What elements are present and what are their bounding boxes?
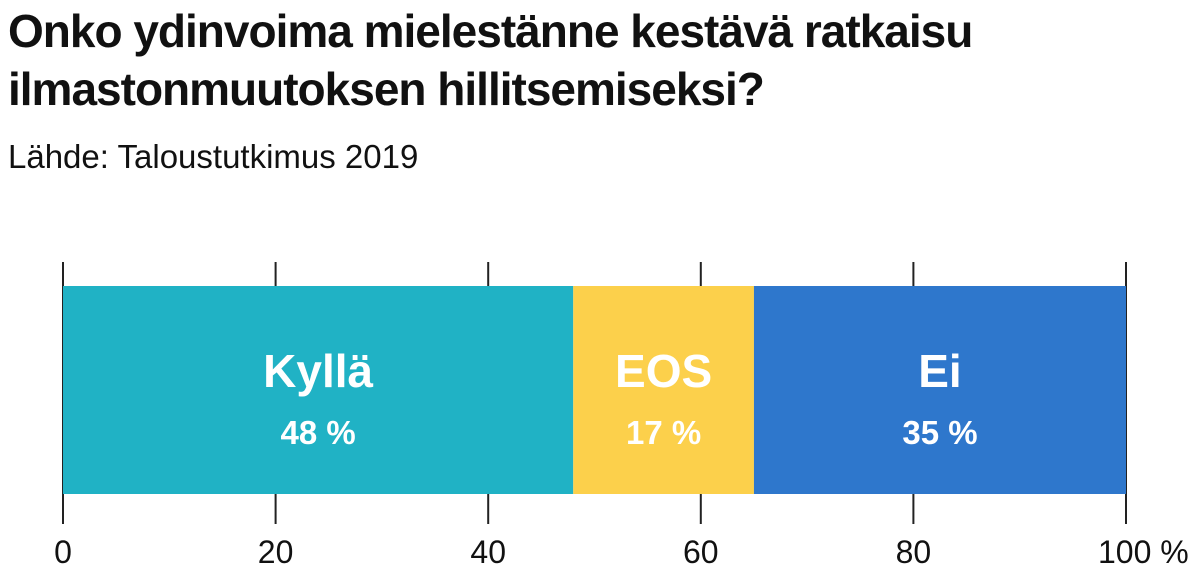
tick-label-1: 20 [258,534,294,570]
chart-subtitle: Lähde: Taloustutkimus 2019 [8,138,419,175]
segment-category-label-0: Kyllä [263,345,373,397]
chart-title-line-1: Onko ydinvoima mielestänne kestävä ratka… [8,5,973,57]
segment-category-label-1: EOS [615,345,712,397]
tick-label-4: 80 [896,534,932,570]
x-axis-tick-labels: 0 20 40 60 80 100 % [54,534,1189,570]
tick-label-0: 0 [54,534,72,570]
tick-label-3: 60 [683,534,719,570]
segment-category-label-2: Ei [918,345,961,397]
segment-value-label-0: 48 % [281,414,356,451]
bar-segment-2 [753,286,1126,494]
bar-segments: Kyllä 48 % EOS 17 % Ei 35 % [63,286,1126,494]
chart-title-line-2: ilmastonmuutoksen hillitsemiseksi? [8,63,765,115]
segment-value-label-2: 35 % [902,414,977,451]
bar-segment-1 [573,286,754,494]
segment-value-label-1: 17 % [626,414,701,451]
bar-segment-0 [63,286,574,494]
chart-title: Onko ydinvoima mielestänne kestävä ratka… [8,2,1188,118]
tick-label-2: 40 [470,534,506,570]
tick-label-5: 100 % [1098,534,1189,570]
